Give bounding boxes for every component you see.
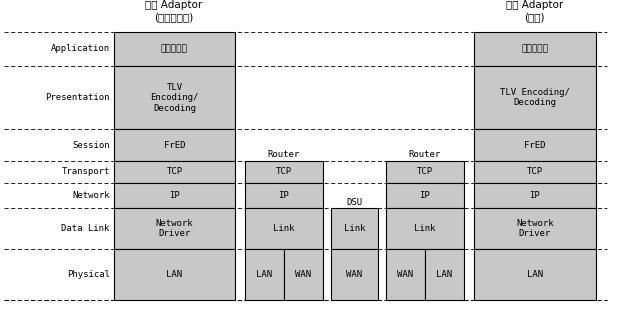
Bar (284, 249, 323, 299)
Text: TLV Encoding/
Decoding: TLV Encoding/ Decoding (500, 88, 570, 108)
Bar (113, 249, 235, 299)
Text: 수신 Adaptor
(클라이언트): 수신 Adaptor (클라이언트) (145, 1, 203, 22)
Text: Link: Link (273, 224, 295, 233)
Text: Network: Network (72, 191, 110, 200)
Text: TCP: TCP (417, 167, 433, 176)
Bar (245, 183, 323, 208)
Bar (113, 161, 235, 183)
Text: WAN: WAN (346, 270, 362, 279)
Bar (331, 208, 377, 249)
Bar (474, 208, 596, 249)
Bar (245, 208, 323, 249)
Text: LAN: LAN (436, 270, 453, 279)
Text: Router: Router (268, 150, 300, 159)
Text: Link: Link (414, 224, 436, 233)
Text: Physical: Physical (66, 270, 110, 279)
Text: Presentation: Presentation (45, 93, 110, 102)
Text: IP: IP (278, 191, 289, 200)
Text: Router: Router (409, 150, 441, 159)
Text: IP: IP (530, 191, 540, 200)
Bar (245, 161, 323, 183)
Text: Application: Application (51, 44, 110, 53)
Text: FrED: FrED (524, 141, 545, 150)
Text: Transport: Transport (61, 167, 110, 176)
Bar (113, 183, 235, 208)
Text: LAN: LAN (166, 270, 182, 279)
Text: WAN: WAN (397, 270, 413, 279)
Bar (386, 183, 464, 208)
Text: TCP: TCP (166, 167, 182, 176)
Bar (474, 32, 596, 66)
Bar (474, 161, 596, 183)
Text: 데이터수신: 데이터수신 (161, 44, 188, 53)
Bar (245, 249, 283, 299)
Bar (474, 66, 596, 129)
Text: LAN: LAN (256, 270, 272, 279)
Bar (113, 32, 235, 66)
Text: IP: IP (169, 191, 180, 200)
Bar (474, 183, 596, 208)
Text: TCP: TCP (527, 167, 543, 176)
Bar (474, 249, 596, 299)
Bar (113, 208, 235, 249)
Text: FrED: FrED (164, 141, 185, 150)
Bar (425, 249, 464, 299)
Bar (386, 208, 464, 249)
Text: 데이터송신: 데이터송신 (522, 44, 549, 53)
Bar (331, 249, 377, 299)
Bar (474, 129, 596, 161)
Text: LAN: LAN (527, 270, 543, 279)
Text: Session: Session (72, 141, 110, 150)
Text: IP: IP (419, 191, 430, 200)
Bar (113, 129, 235, 161)
Text: Data Link: Data Link (61, 224, 110, 233)
Text: Link: Link (344, 224, 365, 233)
Bar (386, 161, 464, 183)
Text: Network
Driver: Network Driver (516, 219, 554, 238)
Text: TCP: TCP (276, 167, 292, 176)
Text: WAN: WAN (295, 270, 312, 279)
Text: Network
Driver: Network Driver (155, 219, 193, 238)
Text: DSU: DSU (346, 197, 362, 206)
Bar (113, 66, 235, 129)
Bar (386, 249, 425, 299)
Text: TLV
Encoding/
Decoding: TLV Encoding/ Decoding (150, 83, 199, 113)
Text: 송신 Adaptor
(서버): 송신 Adaptor (서버) (506, 1, 563, 22)
